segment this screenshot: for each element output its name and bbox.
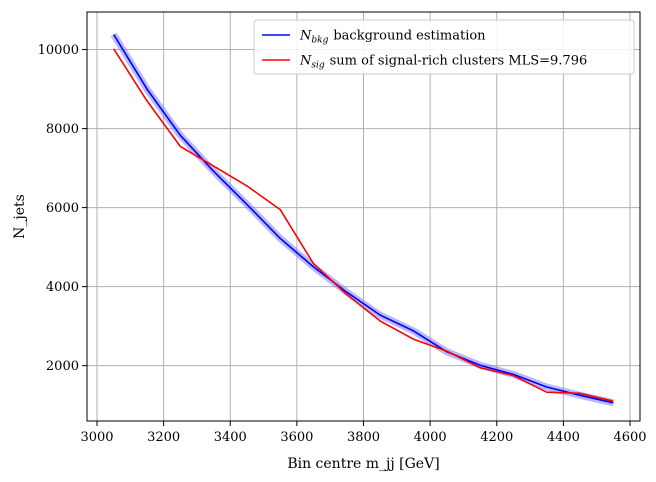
y-tick-label: 10000 [38,43,79,58]
x-axis-label-text: Bin centre m_jj [GeV] [287,456,439,472]
legend-symbol-sig: N [299,54,312,69]
y-tick-label: 4000 [46,280,79,295]
series-lines [113,34,614,404]
y-tick-label: 2000 [46,359,79,374]
x-tick-label: 3800 [347,430,380,445]
y-axis-label-text: N_jets [12,194,28,239]
legend-box [253,19,635,75]
legend-entry-sig: Nsig sum of signal-rich clusters MLS=9.79… [299,54,587,71]
x-tick-label: 3400 [214,430,247,445]
y-tick-label: 6000 [46,201,79,216]
x-tick-label: 4400 [547,430,580,445]
legend: Nbkg background estimation Nsig sum of sig… [253,19,635,75]
x-axis-label: Bin centre m_jj [GeV] [287,456,439,472]
x-tick-label: 4000 [414,430,447,445]
x-tick-label: 3200 [147,430,180,445]
series-line-bkg [113,34,614,404]
y-axis-ticks: 2000 4000 6000 8000 10000 [38,43,87,374]
x-tick-label: 3000 [80,430,113,445]
legend-entry-bkg: Nbkg background estimation [299,29,486,46]
x-tick-label: 3600 [280,430,313,445]
legend-subscript-bkg: bkg [311,36,328,46]
x-tick-label: 4200 [480,430,513,445]
legend-label-bkg: background estimation [333,29,486,44]
y-tick-label: 8000 [46,122,79,137]
legend-subscript-sig: sig [311,61,324,71]
legend-symbol-bkg: N [299,29,312,44]
series-line-sig [113,48,614,402]
x-tick-label: 4600 [613,430,646,445]
x-axis-ticks: 3000 3200 3400 3600 3800 4000 4200 4400 4600 [80,421,647,445]
legend-label-sig: sum of signal-rich clusters MLS=9.796 [330,54,588,69]
y-axis-label: N_jets [12,194,28,239]
